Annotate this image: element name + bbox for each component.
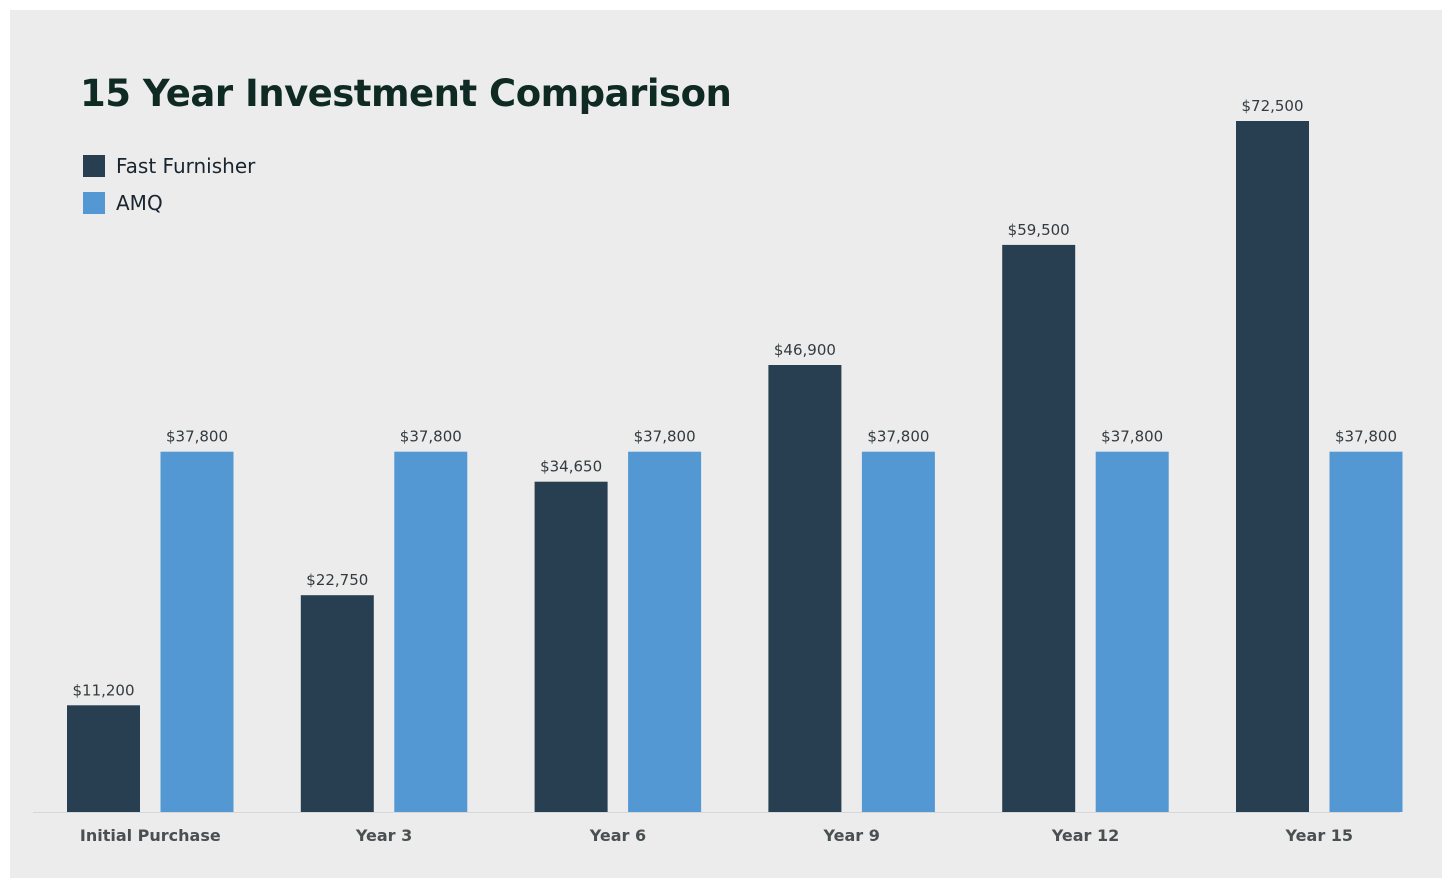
value-label-fast-furnisher-initial-purchase: $11,200: [72, 681, 134, 699]
x-tick-label-year-6: Year 6: [589, 826, 646, 845]
chart-title: 15 Year Investment Comparison: [80, 72, 732, 115]
value-label-fast-furnisher-year-3: $22,750: [306, 571, 368, 589]
value-label-amq-year-3: $37,800: [400, 428, 462, 446]
bar-fast-furnisher-year-3: [300, 595, 374, 812]
value-label-fast-furnisher-year-6: $34,650: [540, 458, 602, 476]
legend: Fast Furnisher AMQ: [83, 154, 256, 229]
legend-item-fast-furnisher: Fast Furnisher: [83, 154, 256, 178]
value-label-amq-year-6: $37,800: [634, 428, 696, 446]
bar-amq-year-3: [394, 451, 468, 812]
bar-fast-furnisher-year-15: [1236, 121, 1309, 812]
legend-label-fast-furnisher: Fast Furnisher: [116, 154, 256, 178]
bar-amq-year-15: [1329, 451, 1403, 812]
value-label-fast-furnisher-year-12: $59,500: [1008, 221, 1070, 239]
bar-fast-furnisher-year-6: [534, 481, 608, 812]
value-label-amq-year-12: $37,800: [1101, 428, 1163, 446]
x-tick-label-year-12: Year 12: [1051, 826, 1120, 845]
legend-swatch-amq: [83, 192, 105, 214]
x-tick-label-year-15: Year 15: [1285, 826, 1354, 845]
chart-panel: [10, 10, 1442, 878]
value-label-amq-initial-purchase: $37,800: [166, 428, 228, 446]
x-tick-label-initial-purchase: Initial Purchase: [80, 826, 221, 845]
bar-fast-furnisher-initial-purchase: [67, 705, 140, 812]
legend-swatch-fast-furnisher: [83, 155, 105, 177]
value-label-fast-furnisher-year-9: $46,900: [774, 341, 836, 359]
value-label-amq-year-9: $37,800: [867, 428, 929, 446]
bar-fast-furnisher-year-9: [768, 365, 842, 812]
bar-amq-initial-purchase: [160, 451, 234, 812]
bar-amq-year-9: [861, 451, 935, 812]
x-tick-label-year-9: Year 9: [823, 826, 880, 845]
legend-label-amq: AMQ: [116, 191, 163, 215]
bar-amq-year-6: [628, 451, 702, 812]
value-label-amq-year-15: $37,800: [1335, 428, 1397, 446]
bar-fast-furnisher-year-12: [1002, 244, 1076, 812]
bar-amq-year-12: [1095, 451, 1169, 812]
legend-item-amq: AMQ: [83, 191, 255, 215]
value-label-fast-furnisher-year-15: $72,500: [1241, 97, 1303, 115]
x-tick-label-year-3: Year 3: [355, 826, 412, 845]
